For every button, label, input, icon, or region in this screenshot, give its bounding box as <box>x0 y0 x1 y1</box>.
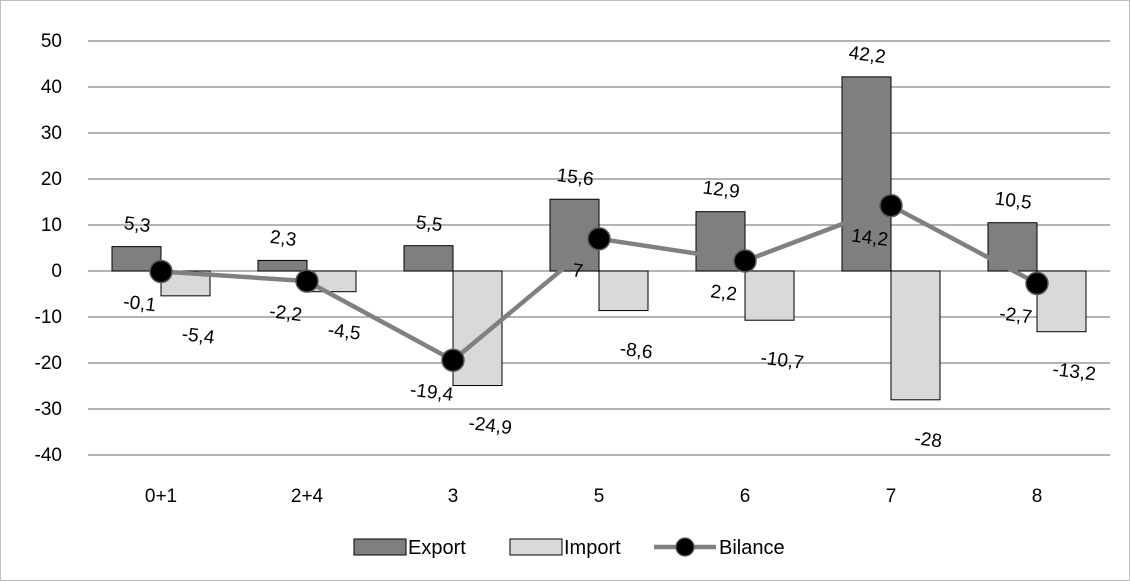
export-bar <box>403 245 454 272</box>
y-tick-label: 0 <box>51 261 62 282</box>
export-data-label: 12,9 <box>702 178 741 203</box>
import-bar <box>890 270 941 401</box>
import-data-label: -4,5 <box>327 320 362 345</box>
y-tick-label: -30 <box>35 399 62 420</box>
x-tick-label: 8 <box>1032 486 1043 507</box>
bilance-data-label: 14,2 <box>850 226 889 251</box>
x-tick-label: 2+4 <box>291 486 324 507</box>
bilance-data-label: -2,7 <box>998 304 1033 329</box>
x-tick-label: 5 <box>594 486 605 507</box>
y-tick-label: 10 <box>41 215 62 236</box>
y-tick-label: 20 <box>41 169 62 190</box>
legend-label: Import <box>564 537 621 559</box>
x-tick-label: 3 <box>448 486 459 507</box>
y-tick-label: -20 <box>35 353 62 374</box>
bilance-marker <box>295 269 319 293</box>
bilance-marker <box>1025 271 1049 296</box>
y-tick-label: 30 <box>41 123 62 144</box>
bilance-marker <box>587 227 611 251</box>
export-data-label: 10,5 <box>994 189 1033 214</box>
export-bar <box>111 246 162 272</box>
import-bar <box>598 270 649 312</box>
bilance-data-label: -19,4 <box>409 380 455 406</box>
legend-marker <box>675 537 695 557</box>
import-data-label: -28 <box>913 428 943 452</box>
legend-label: Export <box>408 537 466 559</box>
bilance-data-label: 7 <box>571 260 584 282</box>
legend-swatch <box>509 538 563 556</box>
export-data-label: 5,5 <box>415 212 444 236</box>
import-data-label: -13,2 <box>1051 359 1097 385</box>
y-tick-label: -10 <box>35 307 62 328</box>
y-tick-label: 50 <box>41 31 62 52</box>
bilance-data-label: -0,1 <box>122 292 157 317</box>
bilance-marker <box>879 193 903 218</box>
bilance-marker <box>441 348 465 372</box>
y-tick-label: 40 <box>41 77 62 98</box>
bilance-marker <box>149 259 173 284</box>
export-data-label: 42,2 <box>848 43 887 68</box>
export-bar <box>257 259 308 272</box>
x-tick-label: 7 <box>886 486 897 507</box>
bilance-line <box>149 193 1049 372</box>
x-tick-label: 0+1 <box>145 486 177 507</box>
import-data-label: -10,7 <box>759 348 805 374</box>
export-bar <box>841 76 892 272</box>
export-data-label: 5,3 <box>123 213 152 237</box>
y-axis-ticks: 50 40 30 20 10 0 -10 -20 -30 -40 <box>35 31 62 466</box>
y-tick-label: -40 <box>35 445 62 466</box>
x-tick-label: 6 <box>740 486 751 507</box>
x-axis-ticks: 0+1 2+4 3 5 6 7 8 <box>145 486 1042 507</box>
legend: Export Import Bilance <box>353 537 785 559</box>
import-data-label: -24,9 <box>467 413 513 439</box>
export-data-label: 15,6 <box>556 165 595 190</box>
import-data-label: -5,4 <box>181 324 216 349</box>
export-data-label: 2,3 <box>269 227 298 251</box>
data-labels: 5,3 -5,4 -0,1 2,3 -4,5 -2,2 5,5 -24,9 -19,4 15,6 -… <box>122 43 1097 453</box>
bilance-marker <box>733 249 757 273</box>
bilance-data-label: -2,2 <box>268 301 303 326</box>
bilance-data-label: 2,2 <box>709 281 738 305</box>
legend-label: Bilance <box>719 537 785 559</box>
import-data-label: -8,6 <box>619 339 654 364</box>
import-bar <box>744 270 795 321</box>
legend-swatch <box>353 538 407 556</box>
